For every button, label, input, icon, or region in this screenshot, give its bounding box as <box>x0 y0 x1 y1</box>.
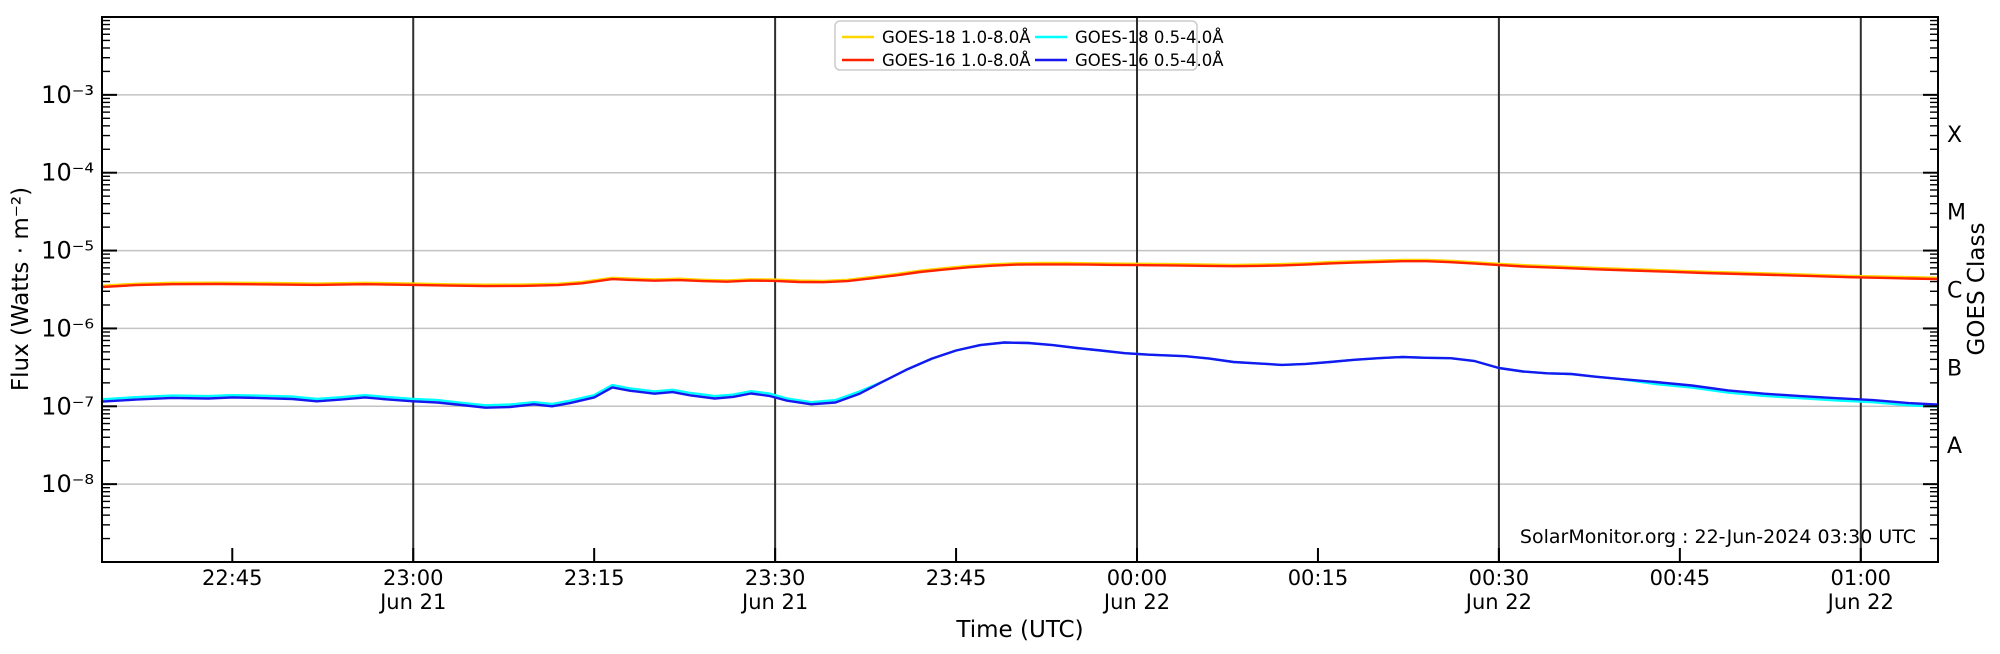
y-tick-label: 10⁻⁶ <box>41 314 94 342</box>
vertical-gridlines <box>412 17 1862 562</box>
legend-label: GOES-18 1.0-8.0Å <box>882 28 1031 47</box>
legend-label: GOES-16 1.0-8.0Å <box>882 51 1031 70</box>
series-line <box>100 258 1940 287</box>
flux-series-lines <box>100 258 1940 409</box>
y-tick-label: 10⁻⁵ <box>41 237 94 265</box>
x-tick-label: 22:45 <box>202 566 263 590</box>
horizontal-gridlines <box>102 94 1938 485</box>
y-tick-label: 10⁻⁴ <box>41 159 94 187</box>
legend-box-layer <box>834 20 1198 71</box>
y-tick-labels: 10⁻³ 10⁻⁴ 10⁻⁵ 10⁻⁶ 10⁻⁷ 10⁻⁸ <box>41 81 94 498</box>
x-tick-date-label: Jun 21 <box>740 590 808 614</box>
plot-border <box>101 16 1939 563</box>
goes-class-letter: A <box>1947 434 1962 459</box>
x-tick-label: 00:00 <box>1107 566 1168 590</box>
x-tick-date-label: Jun 22 <box>1102 590 1170 614</box>
goes-class-letter: X <box>1947 123 1962 148</box>
goes-class-letter: C <box>1947 279 1962 304</box>
axis-ticks <box>102 19 1938 562</box>
goes-class-letter: B <box>1947 356 1962 381</box>
x-tick-label: 00:15 <box>1288 566 1349 590</box>
x-tick-label: 23:30 <box>745 566 806 590</box>
series-line <box>100 260 1940 289</box>
y-tick-label: 10⁻³ <box>41 81 94 109</box>
x-tick-label: 23:45 <box>926 566 987 590</box>
goes-class-labels: X M C B A <box>1947 123 1966 459</box>
series-line <box>100 341 1940 408</box>
y-axis-title: Flux (Watts · m⁻²) <box>8 187 34 391</box>
x-tick-label: 01:00 <box>1831 566 1892 590</box>
series-line <box>100 341 1940 409</box>
goes-class-letter: M <box>1947 201 1966 226</box>
x-tick-date-label: Jun 22 <box>1826 590 1894 614</box>
x-tick-label: 23:15 <box>564 566 625 590</box>
y2-axis-title: GOES Class <box>1964 223 1990 356</box>
x-tick-date-label: Jun 21 <box>378 590 446 614</box>
x-axis-title: Time (UTC) <box>955 617 1083 643</box>
x-tick-label: 23:00 <box>383 566 444 590</box>
x-tick-label: 00:30 <box>1469 566 1530 590</box>
watermark-annotation: SolarMonitor.org : 22-Jun-2024 03:30 UTC <box>1520 526 1916 548</box>
legend: GOES-18 1.0-8.0Å GOES-16 1.0-8.0Å GOES-18 … <box>842 28 1224 70</box>
x-tick-label: 00:45 <box>1650 566 1711 590</box>
legend-label: GOES-18 0.5-4.0Å <box>1075 28 1224 47</box>
y-tick-label: 10⁻⁸ <box>41 470 94 498</box>
y-tick-label: 10⁻⁷ <box>41 392 94 420</box>
x-tick-date-label: Jun 22 <box>1464 590 1532 614</box>
legend-frame <box>834 20 1198 71</box>
legend-label: GOES-16 0.5-4.0Å <box>1075 51 1224 70</box>
